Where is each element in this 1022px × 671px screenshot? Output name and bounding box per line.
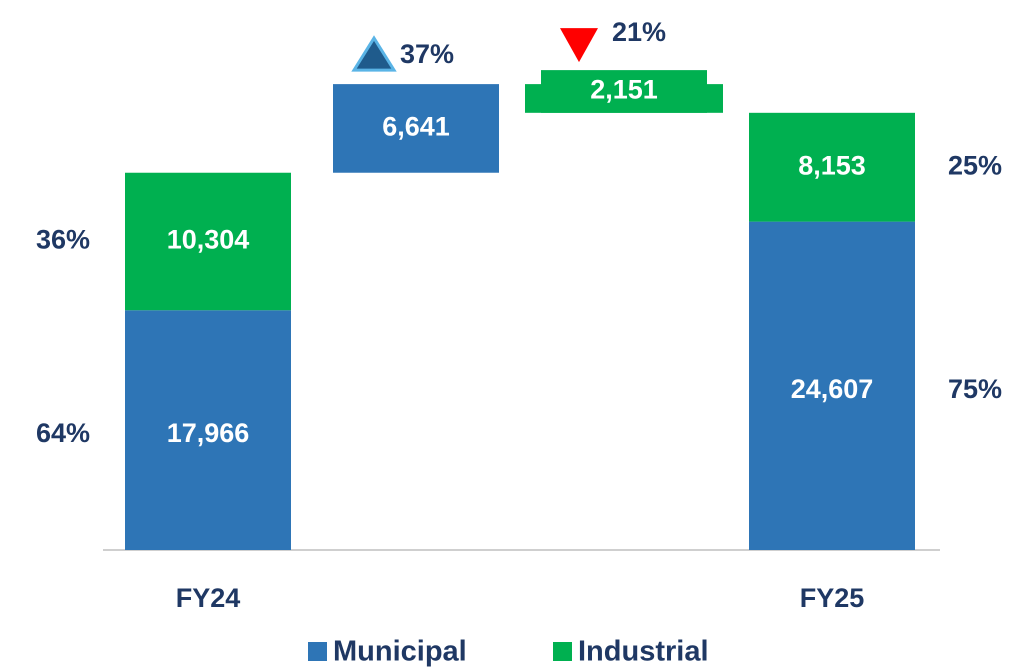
share-label: 64% — [36, 418, 90, 448]
legend-swatch — [308, 642, 327, 661]
change-label: 37% — [400, 39, 454, 69]
value-label: 10,304 — [167, 225, 250, 255]
change-up-arrow — [351, 35, 397, 72]
legend-label: Municipal — [333, 636, 467, 668]
x-tick-label: FY24 — [176, 583, 241, 613]
legend-label: Industrial — [578, 636, 709, 668]
bar-segment — [749, 112, 915, 222]
bar-segment — [125, 310, 291, 550]
bar-segment — [125, 172, 291, 311]
value-label: 6,641 — [382, 112, 450, 142]
value-label: 8,153 — [798, 150, 866, 180]
share-label: 25% — [948, 150, 1002, 180]
value-label: 2,151 — [590, 75, 658, 105]
share-label: 75% — [948, 374, 1002, 404]
bar-segment — [333, 84, 499, 173]
label-box — [541, 70, 707, 113]
legend-swatch — [553, 642, 572, 661]
change-down-arrow — [560, 28, 598, 63]
share-label: 36% — [36, 225, 90, 255]
x-tick-label: FY25 — [800, 583, 865, 613]
value-label: 17,966 — [167, 418, 250, 448]
value-label: 24,607 — [791, 374, 874, 404]
change-label: 21% — [612, 17, 666, 47]
bar-segment — [749, 221, 915, 551]
